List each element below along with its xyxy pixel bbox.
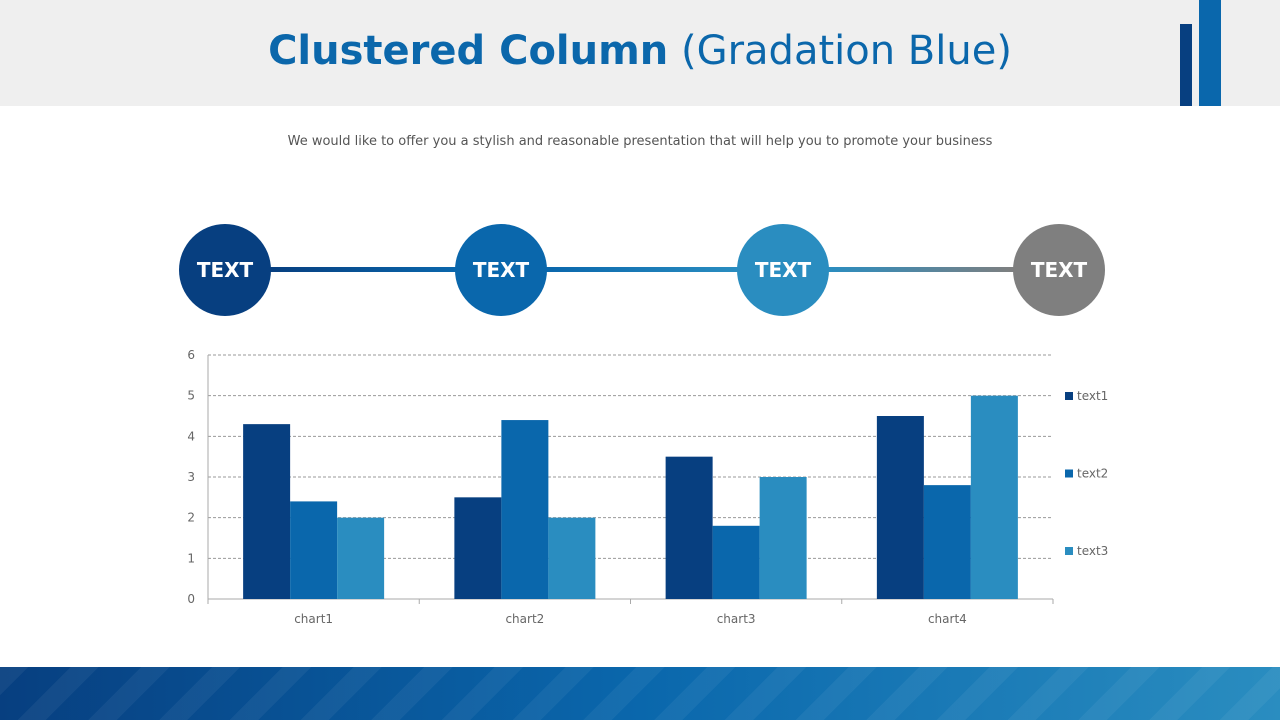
decor-bar-tall bbox=[1199, 0, 1221, 106]
y-tick-label: 0 bbox=[187, 592, 195, 606]
bar-text3-chart1 bbox=[337, 517, 385, 599]
subtitle: We would like to offer you a stylish and… bbox=[287, 134, 993, 149]
legend-swatch bbox=[1065, 547, 1073, 555]
bar-text2-chart4 bbox=[923, 485, 971, 599]
y-tick-label: 3 bbox=[187, 470, 195, 484]
timeline-circle-3: TEXT bbox=[737, 224, 829, 316]
y-tick-label: 4 bbox=[187, 429, 195, 443]
legend-label: text3 bbox=[1077, 544, 1108, 558]
legend-swatch bbox=[1065, 469, 1073, 478]
y-tick-label: 6 bbox=[187, 348, 195, 362]
x-tick-label: chart3 bbox=[717, 612, 756, 626]
y-tick-label: 1 bbox=[187, 551, 195, 565]
title-rest: (Gradation Blue) bbox=[681, 28, 1012, 74]
x-tick-label: chart1 bbox=[294, 612, 333, 626]
x-tick-label: chart4 bbox=[928, 612, 967, 626]
page-title: Clustered Column (Gradation Blue) bbox=[0, 28, 1280, 74]
legend-swatch bbox=[1065, 392, 1073, 400]
bar-text1-chart2 bbox=[454, 497, 502, 599]
legend-label: text1 bbox=[1077, 389, 1108, 403]
timeline-circle-1: TEXT bbox=[179, 224, 271, 316]
header-band bbox=[0, 0, 1280, 106]
title-bold: Clustered Column bbox=[268, 28, 669, 74]
legend-label: text2 bbox=[1077, 467, 1108, 481]
bar-text3-chart2 bbox=[548, 517, 596, 599]
decor-bar-short bbox=[1180, 24, 1192, 106]
timeline-connector bbox=[828, 267, 1014, 272]
y-tick-label: 5 bbox=[187, 389, 195, 403]
bar-text1-chart3 bbox=[665, 456, 713, 599]
timeline-connector bbox=[546, 267, 738, 272]
footer-band bbox=[0, 667, 1280, 720]
timeline-circle-2: TEXT bbox=[455, 224, 547, 316]
bar-text2-chart1 bbox=[290, 501, 338, 599]
y-tick-label: 2 bbox=[187, 511, 195, 525]
bar-text2-chart3 bbox=[712, 525, 760, 599]
bar-text3-chart3 bbox=[759, 477, 807, 599]
timeline-circle-4: TEXT bbox=[1013, 224, 1105, 316]
bar-text1-chart4 bbox=[876, 416, 924, 599]
timeline-connector bbox=[270, 267, 456, 272]
bar-text2-chart2 bbox=[501, 420, 549, 599]
bar-text1-chart1 bbox=[243, 424, 291, 599]
x-tick-label: chart2 bbox=[505, 612, 544, 626]
bar-text3-chart4 bbox=[970, 395, 1018, 599]
